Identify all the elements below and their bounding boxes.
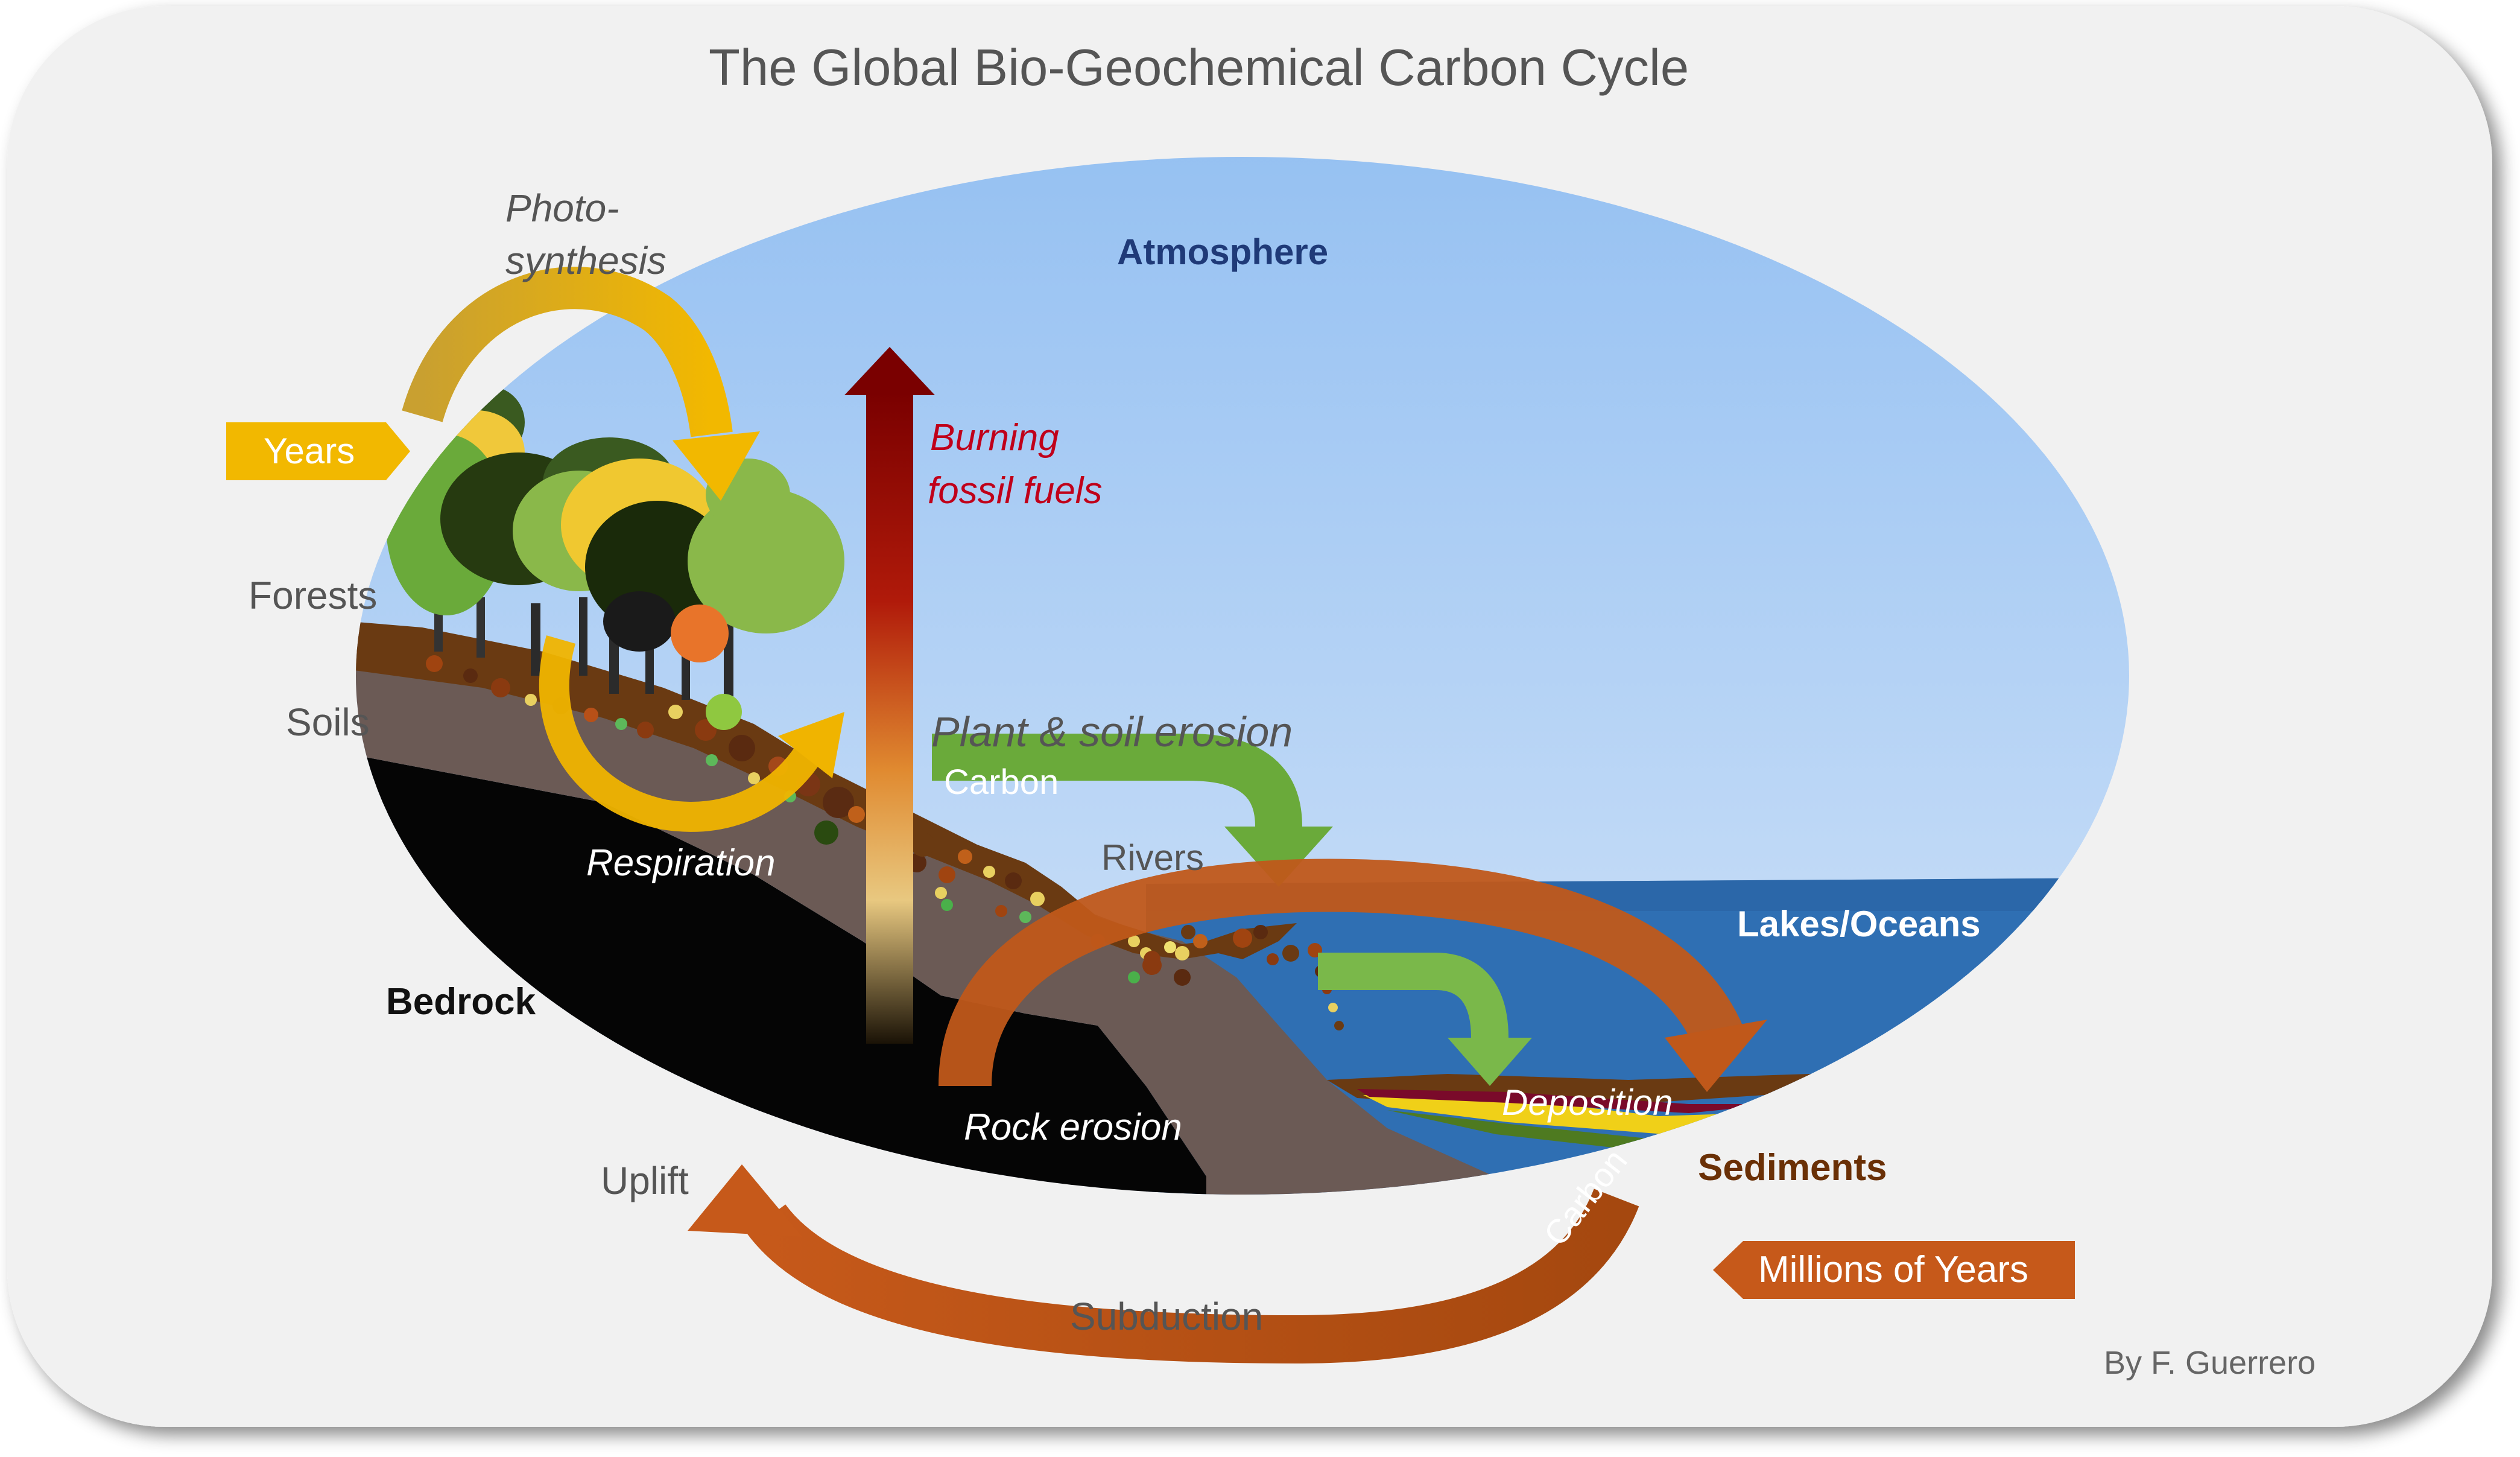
page-title: The Global Bio-Geochemical Carbon Cycle [709,39,1689,97]
photosynthesis-label-line2: synthesis [505,239,666,282]
credit-label: By F. Guerrero [2104,1345,2316,1381]
respiration-arrow [539,635,844,832]
years-tag [226,422,410,480]
forests-label: Forests [249,574,378,617]
topsoil [356,621,1297,959]
years-label: Years [264,431,355,471]
millions-of-years-tag [1713,1241,2075,1299]
erosion-carbon-label: Carbon [944,763,1059,802]
atmosphere-label: Atmosphere [1117,232,1329,272]
seafloor-sediment [1327,1050,2129,1104]
rock-erosion-arrow [939,859,1767,1092]
burning-fossil-fuels-arrow [844,347,935,1044]
plant-soil-erosion-arrow [932,734,1333,887]
respiration-label: Respiration [586,842,776,884]
burning-label-line2: fossil fuels [928,470,1103,512]
deposition-green-arrow [1318,953,1532,1086]
plant-soil-erosion-label: Plant & soil erosion [931,708,1293,755]
rivers-label: Rivers [1101,837,1205,878]
rock-erosion-label: Rock erosion [964,1106,1182,1148]
millions-of-years-label: Millions of Years [1758,1249,2029,1290]
bedrock-label: Bedrock [386,981,536,1023]
lakes-oceans-label: Lakes/Oceans [1737,904,1981,944]
deposition-label: Deposition [1502,1082,1673,1123]
uplift-label: Uplift [601,1159,689,1202]
burning-label-line1: Burning [930,417,1059,459]
forest [386,386,844,730]
uplift-subduction-arrow [688,1164,1639,1364]
photosynthesis-label-line1: Photo- [505,186,619,230]
subduction-label: Subduction [1070,1295,1264,1338]
soils-label: Soils [286,700,370,744]
photosynthesis-arrow [402,267,760,501]
sediments-label: Sediments [1698,1147,1887,1189]
